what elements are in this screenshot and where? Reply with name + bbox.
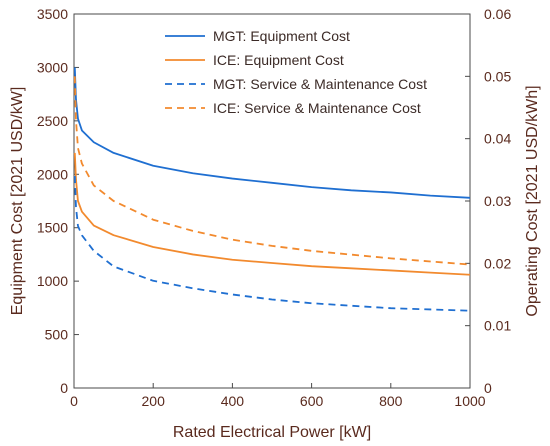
y2-axis-ticks: 0 0.01 0.02 0.03 0.04 0.05 0.06 (465, 6, 511, 396)
y2-tick-label: 0.04 (484, 131, 511, 147)
x-axis-label: Rated Electrical Power [kW] (173, 424, 371, 441)
x-tick-label: 400 (221, 393, 245, 409)
y-tick-label: 3500 (37, 6, 68, 22)
y2-tick-label: 0.03 (484, 193, 511, 209)
series-line-2 (73, 152, 471, 276)
x-tick-label: 200 (142, 393, 166, 409)
x-tick-label: 0 (70, 393, 78, 409)
y-axis-label: Equipment Cost [2021 USD/kW] (9, 87, 26, 316)
series-line-1 (73, 67, 471, 199)
y2-tick-label: 0.06 (484, 6, 511, 22)
legend-label: MGT: Service & Maintenance Cost (213, 76, 427, 92)
y2-tick-label: 0.05 (484, 68, 511, 84)
x-tick-label: 600 (300, 393, 324, 409)
y-tick-label: 1000 (37, 273, 68, 289)
series-line-4 (73, 76, 471, 266)
x-axis-ticks: 0 200 400 600 800 1000 (70, 383, 486, 409)
series-layer (73, 67, 471, 312)
legend-label: ICE: Service & Maintenance Cost (213, 100, 421, 116)
y-tick-label: 500 (45, 327, 69, 343)
y2-tick-label: 0 (484, 380, 492, 396)
legend: MGT: Equipment Cost ICE: Equipment Cost MG… (165, 28, 427, 116)
y-tick-label: 1500 (37, 220, 68, 236)
x-tick-label: 800 (379, 393, 403, 409)
y-tick-label: 2500 (37, 113, 68, 129)
series-line-3 (73, 176, 471, 312)
y2-tick-label: 0.02 (484, 255, 511, 271)
y2-axis-label: Operating Cost [2021 USD/kWh] (524, 85, 541, 316)
plot-frame (73, 13, 471, 389)
legend-label: ICE: Equipment Cost (213, 52, 344, 68)
y-tick-label: 2000 (37, 166, 68, 182)
y-axis-ticks: 0 500 1000 1500 2000 2500 3000 3500 (37, 6, 79, 396)
x-tick-label: 1000 (454, 393, 485, 409)
legend-label: MGT: Equipment Cost (213, 28, 350, 44)
y-tick-label: 0 (60, 380, 68, 396)
y2-tick-label: 0.01 (484, 318, 511, 334)
y-tick-label: 3000 (37, 59, 68, 75)
